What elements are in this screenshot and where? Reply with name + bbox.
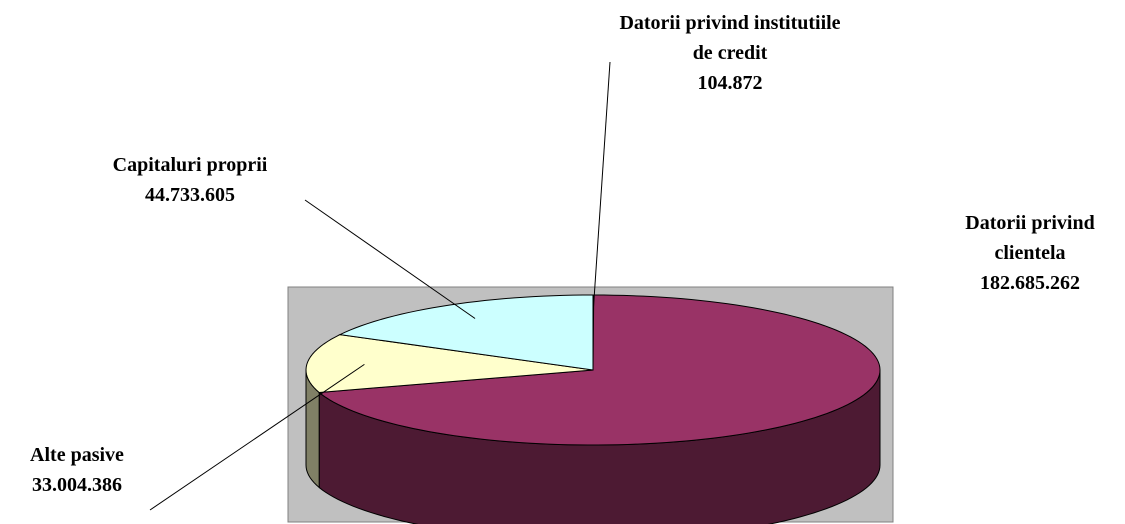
slice-label: Datorii privind clientela 182.685.262 xyxy=(945,208,1115,298)
slice-label: Datorii privind institutiile de credit 10… xyxy=(615,8,845,98)
leader-line xyxy=(592,61,611,311)
category-name: Capitaluri proprii xyxy=(112,154,268,176)
category-name: Datorii privind institutiile de credit xyxy=(619,12,841,64)
leader-line xyxy=(149,363,365,511)
value-label: 44.733.605 xyxy=(145,184,235,206)
slice-label: Alte pasive 33.004.386 xyxy=(0,440,162,500)
value-label: 182.685.262 xyxy=(980,272,1080,294)
slice xyxy=(305,334,594,393)
value-label: 104.872 xyxy=(697,72,763,94)
category-name: Datorii privind clientela xyxy=(965,212,1095,264)
slice xyxy=(338,294,594,371)
slice xyxy=(317,294,881,446)
category-name: Alte pasive xyxy=(30,444,124,466)
slice-label: Capitaluri proprii 44.733.605 xyxy=(60,150,320,210)
leader-line xyxy=(304,199,476,319)
value-label: 33.004.386 xyxy=(32,474,122,496)
